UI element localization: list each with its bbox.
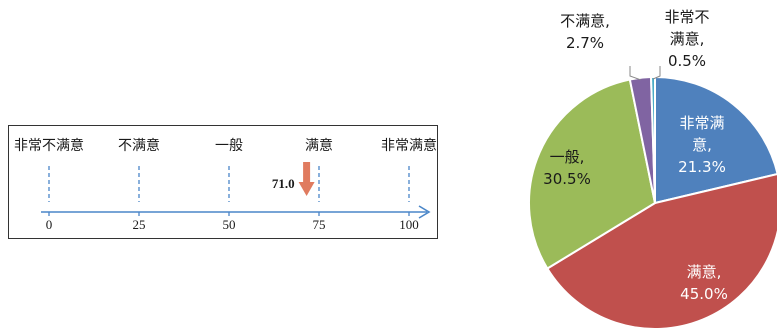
pie-slice xyxy=(528,78,657,270)
score-marker-shaft xyxy=(303,162,311,184)
pie-leader-line xyxy=(629,66,641,81)
scale-tick-label: 25 xyxy=(133,217,146,232)
pie-slice-label: 30.5% xyxy=(543,170,591,188)
satisfaction-scale-chart: 非常不满意 不满意 一般 满意 非常满意 0 25 50 75 100 71.0 xyxy=(14,137,437,232)
pie-slice-label: 2.7% xyxy=(566,34,604,52)
scale-category-label: 一般 xyxy=(215,138,243,154)
pie-slice-label: 非常满 xyxy=(679,114,724,132)
pie-slice-label: 21.3% xyxy=(678,158,726,176)
pie-leader-line xyxy=(652,66,661,80)
pie-slice-label: 一般, xyxy=(550,148,585,166)
scale-category-label: 非常不满意 xyxy=(14,137,84,154)
satisfaction-scale-panel: 非常不满意 不满意 一般 满意 非常满意 0 25 50 75 100 71.0 xyxy=(8,125,438,239)
pie-slice-label: 满意, xyxy=(687,263,722,281)
pie-slice-label: 满意, xyxy=(670,30,705,48)
satisfaction-pie-chart: 非常满意, 21.3% 满意, 45.0% 一般, 30.5% 不满意, 2.7% 非常不满意,… xyxy=(528,8,777,330)
scale-tick-label: 0 xyxy=(46,217,53,232)
scale-category-label: 不满意 xyxy=(118,137,160,154)
score-marker-label: 71.0 xyxy=(272,176,295,191)
pie-slice-label: 45.0% xyxy=(680,285,728,303)
pie-slice-label: 不满意, xyxy=(560,12,610,30)
scale-tick-label: 50 xyxy=(223,217,236,232)
score-marker-arrow xyxy=(298,182,315,196)
scale-category-label: 非常满意 xyxy=(381,137,437,154)
scale-tick-label: 100 xyxy=(399,217,419,232)
scale-category-label: 满意 xyxy=(305,137,333,154)
scale-tick-label: 75 xyxy=(313,217,326,232)
pie-slice-label: 0.5% xyxy=(668,52,706,70)
pie-slice xyxy=(654,75,777,205)
pie-slice xyxy=(545,173,777,330)
pie-slice xyxy=(650,75,656,204)
pie-slice-label: 意, xyxy=(692,136,712,154)
scale-axis-arrow xyxy=(418,205,431,219)
pie-slice-label: 非常不 xyxy=(664,8,709,26)
